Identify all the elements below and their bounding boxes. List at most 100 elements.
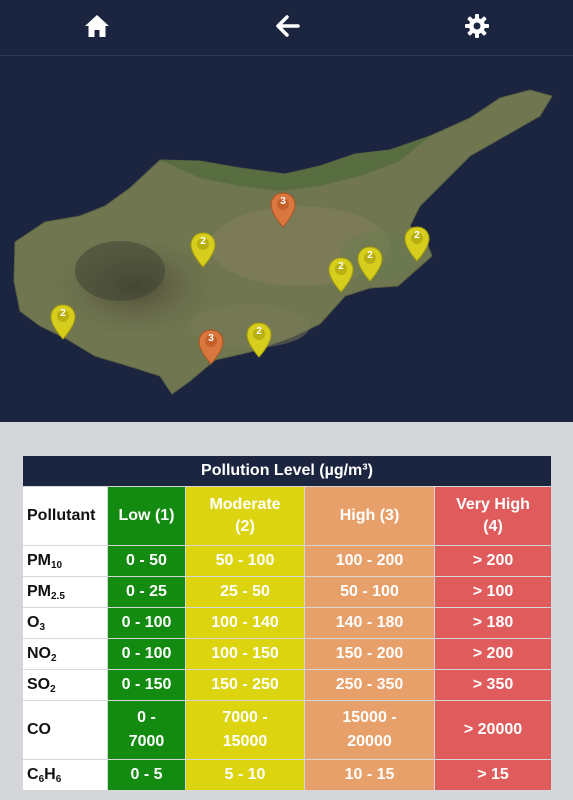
table-row: SO2 0 - 150 150 - 250 250 - 350 > 350 [22,669,552,701]
arrow-left-icon [276,15,300,37]
range-moderate: 100 - 150 [185,638,305,670]
table-row: C6H6 0 - 5 5 - 10 10 - 15 > 15 [22,759,552,791]
table-row: CO 0 - 7000 7000 - 15000 15000 - 20000 > 20… [22,700,552,760]
range-moderate-line2: 15000 [222,733,268,750]
header-very-high: Very High (4) [434,486,552,546]
range-low: 0 - 100 [107,607,186,639]
range-moderate: 50 - 100 [185,545,305,577]
pollutant-name: O3 [22,607,108,639]
pollutant-subscript: 10 [51,559,63,571]
pollutant-name: PM2.5 [22,576,108,608]
header-moderate: Moderate (2) [185,486,305,546]
map-pin-icon [198,329,224,365]
range-high: 100 - 200 [304,545,435,577]
pollutant-name: NO2 [22,638,108,670]
marker-label: 3 [208,333,214,344]
cyprus-map[interactable]: 3 2 2 2 2 2 3 2 [0,56,573,422]
map-pin-icon [270,192,296,228]
station-marker[interactable]: 2 [50,304,76,340]
table-row: O3 0 - 100 100 - 140 140 - 180 > 180 [22,607,552,639]
range-very-high: > 15 [434,759,552,791]
map-pin-icon [404,226,430,262]
station-marker[interactable]: 2 [190,232,216,268]
range-low-line2: 7000 [128,733,165,750]
map-pin-icon [328,257,354,293]
range-very-high: > 200 [434,545,552,577]
pollution-legend-table: Pollution Level (µg/m³) Pollutant Low (1… [22,455,552,791]
marker-label: 2 [256,326,262,337]
station-marker[interactable]: 3 [270,192,296,228]
header-pollutant: Pollutant [22,486,108,546]
pollutant-symbol: O [27,613,40,631]
marker-label: 2 [338,261,344,272]
header-moderate-line2: (2) [235,518,255,535]
pollutant-symbol: PM [27,551,51,569]
range-high-line1: 15000 - [342,709,397,726]
map-pin-icon [246,322,272,358]
pollutant-subscript: 3 [39,621,46,633]
station-marker[interactable]: 2 [328,257,354,293]
top-nav-bar [0,0,573,56]
pollutant-subscript: 6 [38,773,45,785]
range-low: 0 - 25 [107,576,186,608]
pollutant-name: PM10 [22,545,108,577]
header-very-high-line2: (4) [483,518,503,535]
table-row: PM2.5 0 - 25 25 - 50 50 - 100 > 100 [22,576,552,608]
range-low: 0 - 5 [107,759,186,791]
range-very-high: > 180 [434,607,552,639]
table-row: NO2 0 - 100 100 - 150 150 - 200 > 200 [22,638,552,670]
table-row: PM10 0 - 50 50 - 100 100 - 200 > 200 [22,545,552,577]
range-high-line2: 20000 [347,733,392,750]
range-very-high: > 350 [434,669,552,701]
legend-panel: Pollution Level (µg/m³) Pollutant Low (1… [0,422,573,800]
range-high: 250 - 350 [304,669,435,701]
header-very-high-line1: Very High [456,496,530,513]
marker-label: 2 [200,236,206,247]
map-pin-icon [357,246,383,282]
range-low-line1: 0 - [137,709,156,726]
station-marker[interactable]: 3 [198,329,224,365]
range-moderate: 100 - 140 [185,607,305,639]
range-high: 140 - 180 [304,607,435,639]
pollutant-name: C6H6 [22,759,108,791]
gear-icon [465,14,489,38]
header-high: High (3) [304,486,435,546]
home-icon [85,15,109,37]
range-high: 150 - 200 [304,638,435,670]
range-high: 15000 - 20000 [304,700,435,760]
range-moderate: 150 - 250 [185,669,305,701]
station-marker[interactable]: 2 [404,226,430,262]
range-low: 0 - 7000 [107,700,186,760]
legend-title: Pollution Level (µg/m³) [22,455,552,487]
settings-button[interactable] [457,8,497,44]
island-shape [13,89,553,395]
marker-label: 3 [280,196,286,207]
pollutant-symbol: PM [27,582,51,600]
range-moderate: 5 - 10 [185,759,305,791]
range-high: 10 - 15 [304,759,435,791]
range-low: 0 - 100 [107,638,186,670]
pollutant-subscript: 2 [51,652,57,664]
range-high: 50 - 100 [304,576,435,608]
range-moderate: 25 - 50 [185,576,305,608]
station-marker[interactable]: 2 [246,322,272,358]
pollutant-subscript: 2.5 [51,590,65,602]
range-low: 0 - 150 [107,669,186,701]
pollutant-symbol: CO [27,721,51,738]
pollutant-subscript: 2 [50,683,56,695]
header-low: Low (1) [107,486,186,546]
range-low: 0 - 50 [107,545,186,577]
station-marker[interactable]: 2 [357,246,383,282]
pollutant-symbol: C [27,765,39,783]
header-moderate-line1: Moderate [209,496,281,513]
back-button[interactable] [268,8,308,44]
home-button[interactable] [77,8,117,44]
pollutant-name: CO [22,700,108,760]
marker-label: 2 [367,250,373,261]
range-very-high: > 100 [434,576,552,608]
map-pin-icon [190,232,216,268]
marker-label: 2 [414,230,420,241]
pollutant-name: SO2 [22,669,108,701]
pollutant-symbol: NO [27,644,51,662]
map-pin-icon [50,304,76,340]
